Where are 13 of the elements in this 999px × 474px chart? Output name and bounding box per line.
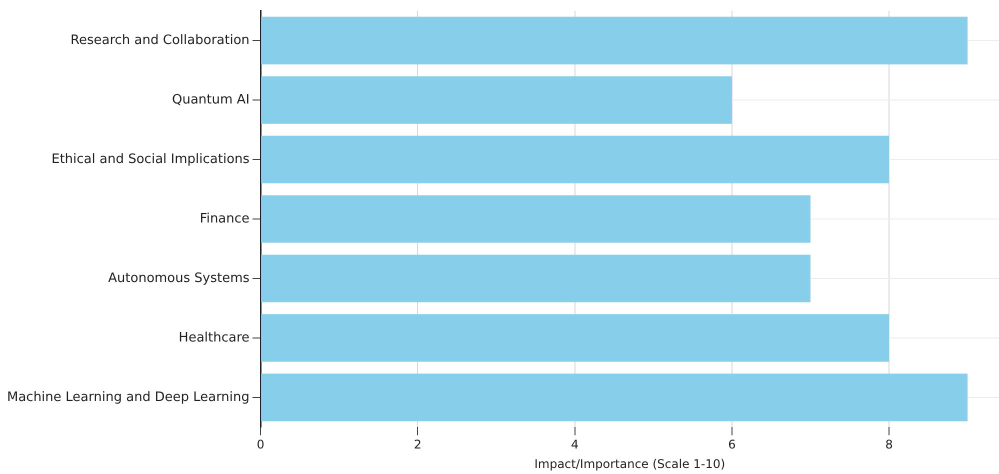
x-tick-label: 0	[256, 438, 264, 452]
x-tick-label: 6	[728, 438, 736, 452]
y-tick-label: Quantum AI	[172, 92, 250, 108]
y-tick-label: Ethical and Social Implications	[51, 152, 250, 167]
y-tick-label: Research and Collaboration	[70, 32, 250, 48]
x-tick-label: 4	[570, 438, 579, 452]
y-tick-label: Autonomous Systems	[108, 270, 250, 286]
y-tick-label: Healthcare	[178, 330, 250, 346]
y-tick-label: Machine Learning and Deep Learning	[6, 390, 250, 405]
x-tick-label: 8	[885, 438, 893, 452]
x-tick-label: 2	[414, 438, 422, 452]
x-axis-title: Impact/Importance (Scale 1-10)	[534, 456, 726, 471]
y-tick-label: Finance	[200, 211, 250, 226]
